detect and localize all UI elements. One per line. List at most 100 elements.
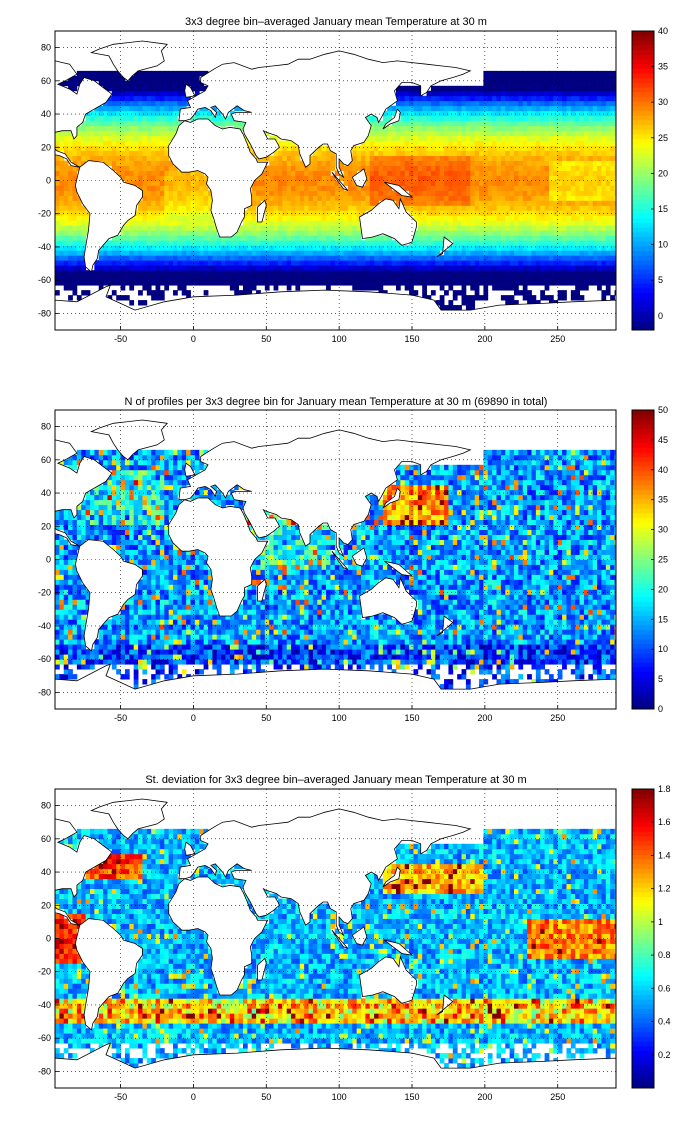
data-cell <box>278 280 283 285</box>
data-cell <box>208 230 213 235</box>
data-cell <box>160 280 165 285</box>
data-cell <box>396 156 401 161</box>
data-cell <box>151 225 156 230</box>
data-cell <box>440 260 445 265</box>
data-cell <box>269 166 274 171</box>
data-cell <box>475 664 480 669</box>
data-cell <box>361 285 366 290</box>
data-cell <box>142 116 147 121</box>
data-cell <box>186 185 191 190</box>
data-cell <box>427 181 432 186</box>
data-cell <box>173 664 178 669</box>
data-cell <box>77 280 82 285</box>
data-cell <box>475 285 480 290</box>
data-cell <box>326 270 331 275</box>
data-cell <box>453 176 458 181</box>
data-cell <box>558 290 563 295</box>
data-cell <box>558 215 563 220</box>
data-cell <box>440 91 445 96</box>
colorbar-segment <box>632 283 654 288</box>
data-cell <box>549 235 554 240</box>
data-cell <box>475 220 480 225</box>
data-cell <box>400 151 405 156</box>
data-cell <box>427 111 432 116</box>
data-cell <box>580 210 585 215</box>
data-cell <box>313 250 318 255</box>
data-cell <box>116 659 121 664</box>
data-cell <box>562 265 567 270</box>
data-cell <box>571 215 576 220</box>
data-cell <box>435 195 440 200</box>
data-cell <box>326 181 331 186</box>
data-cell <box>497 76 502 81</box>
data-cell <box>497 126 502 131</box>
data-cell <box>173 96 178 101</box>
data-cell <box>378 176 383 181</box>
data-cell <box>466 210 471 215</box>
data-cell <box>195 181 200 186</box>
data-cell <box>204 210 209 215</box>
data-cell <box>553 136 558 141</box>
data-cell <box>173 185 178 190</box>
data-cell <box>169 185 174 190</box>
data-cell <box>483 141 488 146</box>
data-cell <box>156 654 161 659</box>
data-cell <box>523 210 528 215</box>
data-cell <box>116 275 121 280</box>
data-cell <box>457 116 462 121</box>
data-cell <box>457 235 462 240</box>
data-cell <box>173 190 178 195</box>
data-cell <box>64 146 69 151</box>
data-cell <box>418 161 423 166</box>
data-cell <box>593 166 598 171</box>
data-cell <box>575 106 580 111</box>
data-cell <box>326 235 331 240</box>
data-cell <box>317 176 322 181</box>
data-cell <box>274 156 279 161</box>
data-cell <box>536 280 541 285</box>
data-cell <box>348 230 353 235</box>
data-cell <box>68 659 73 664</box>
data-cell <box>510 185 515 190</box>
data-cell <box>72 225 77 230</box>
data-cell <box>549 240 554 245</box>
data-cell <box>431 111 436 116</box>
data-cell <box>580 156 585 161</box>
data-cell <box>483 111 488 116</box>
data-cell <box>427 146 432 151</box>
data-cell <box>435 86 440 91</box>
data-cell <box>260 225 265 230</box>
data-cell <box>540 210 545 215</box>
data-cell <box>99 265 104 270</box>
data-cell <box>129 225 134 230</box>
data-cell <box>448 230 453 235</box>
data-cell <box>580 185 585 190</box>
data-cell <box>505 121 510 126</box>
data-cell <box>295 240 300 245</box>
data-cell <box>116 295 121 300</box>
data-cell <box>593 101 598 106</box>
data-cell <box>396 659 401 664</box>
data-cell <box>204 654 209 659</box>
data-cell <box>466 684 471 689</box>
data-cell <box>462 255 467 260</box>
data-cell <box>448 285 453 290</box>
data-cell <box>462 235 467 240</box>
data-cell <box>68 235 73 240</box>
data-cell <box>387 255 392 260</box>
data-cell <box>94 141 99 146</box>
colorbar-segment <box>632 92 654 97</box>
data-cell <box>510 176 515 181</box>
data-cell <box>317 190 322 195</box>
data-cell <box>566 220 571 225</box>
data-cell <box>497 220 502 225</box>
data-cell <box>134 654 139 659</box>
data-cell <box>514 136 519 141</box>
data-cell <box>431 181 436 186</box>
data-cell <box>479 195 484 200</box>
data-cell <box>125 295 130 300</box>
data-cell <box>527 106 532 111</box>
data-cell <box>536 181 541 186</box>
data-cell <box>287 205 292 210</box>
data-cell <box>492 245 497 250</box>
